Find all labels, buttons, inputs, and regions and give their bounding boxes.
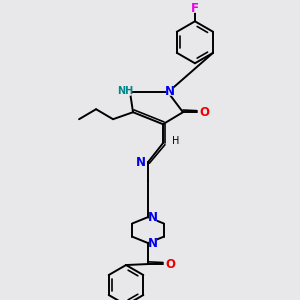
- Text: NH: NH: [117, 86, 133, 96]
- FancyBboxPatch shape: [137, 158, 145, 167]
- Text: N: N: [148, 211, 158, 224]
- Text: H: H: [172, 136, 180, 146]
- Text: O: O: [165, 257, 175, 271]
- FancyBboxPatch shape: [166, 87, 174, 96]
- Text: N: N: [148, 237, 158, 250]
- FancyBboxPatch shape: [118, 87, 131, 96]
- Text: F: F: [191, 2, 199, 15]
- FancyBboxPatch shape: [191, 4, 199, 13]
- FancyBboxPatch shape: [166, 260, 174, 268]
- FancyBboxPatch shape: [149, 238, 157, 247]
- Text: N: N: [165, 85, 175, 98]
- FancyBboxPatch shape: [200, 108, 208, 117]
- Text: N: N: [136, 156, 146, 169]
- Text: O: O: [199, 106, 209, 119]
- FancyBboxPatch shape: [149, 213, 157, 222]
